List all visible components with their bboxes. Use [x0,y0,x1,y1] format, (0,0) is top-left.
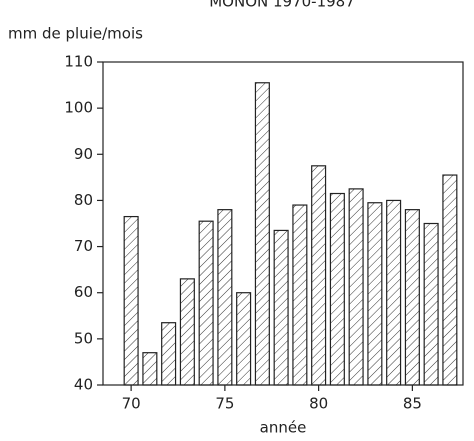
bar [292,204,308,386]
bar [161,322,177,386]
y-tick-label: 60 [74,283,93,301]
x-tick-label: 70 [122,395,141,413]
bar [404,209,420,386]
bar [142,352,158,386]
bar [367,202,383,386]
bar [442,174,458,386]
bar [198,220,214,386]
bar [254,82,270,386]
bar [348,188,364,386]
y-axis-label: mm de pluie/mois [8,25,143,43]
bar [123,215,139,386]
x-tick-label: 75 [215,395,234,413]
y-tick-label: 40 [74,376,93,394]
bar [386,199,402,386]
bar [217,209,233,386]
bar [273,229,289,386]
x-axis-label: année [260,419,307,437]
y-tick-label: 70 [74,237,93,255]
y-tick-label: 110 [64,53,93,71]
bar [423,222,439,386]
y-tick-label: 100 [64,99,93,117]
y-tick-label: 90 [74,145,93,163]
bar [179,278,195,386]
x-tick-label: 85 [403,395,422,413]
chart-title: MONON 1970-1987 [209,0,355,11]
bar [329,192,345,386]
x-tick-label: 80 [309,395,328,413]
bar [236,292,252,386]
bar [311,165,327,386]
y-tick-label: 80 [74,191,93,209]
y-tick-label: 50 [74,329,93,347]
